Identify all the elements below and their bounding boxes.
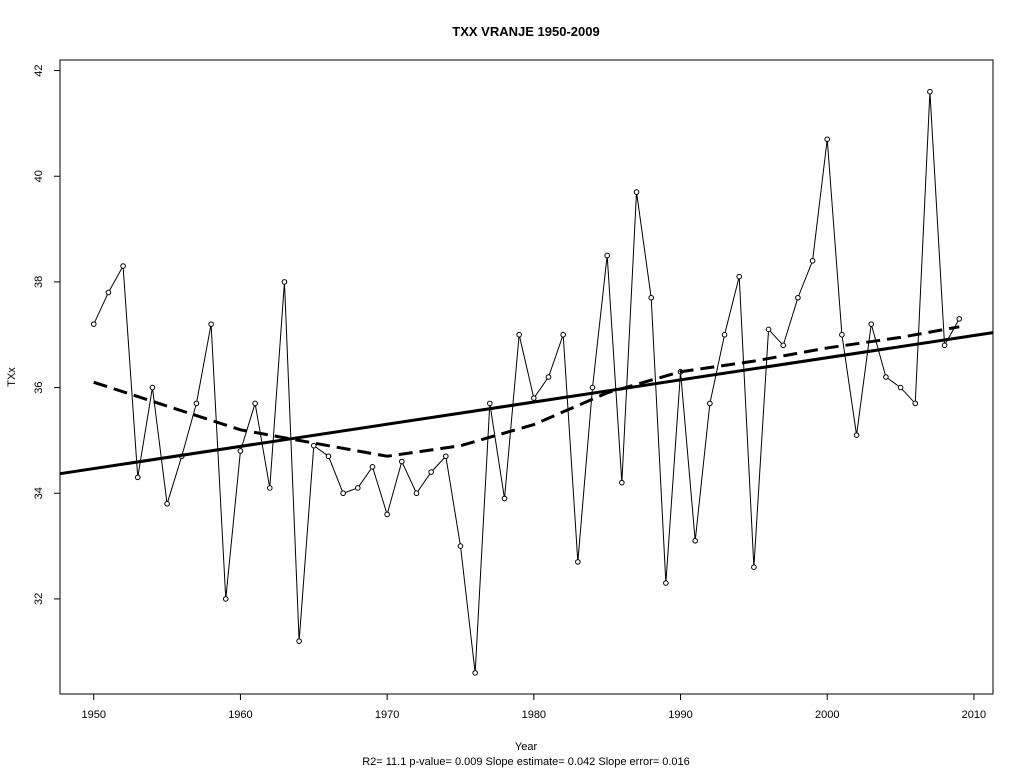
data-point: [663, 580, 669, 586]
data-point: [516, 331, 522, 338]
data-point: [956, 316, 963, 322]
data-point: [193, 400, 200, 407]
data-point: [428, 469, 434, 475]
data-point: [721, 331, 728, 338]
data-point: [310, 442, 317, 449]
data-point: [853, 432, 860, 438]
x-tick-label: 2000: [815, 709, 839, 721]
data-point: [413, 490, 420, 497]
data-point: [296, 638, 302, 644]
data-point: [692, 537, 699, 544]
chart-title: TXX VRANJE 1950-2009: [452, 24, 599, 39]
x-tick-label: 2010: [962, 709, 986, 721]
x-tick-label: 1950: [81, 709, 105, 721]
y-tick-label: 34: [33, 487, 45, 499]
data-point: [252, 400, 258, 407]
trend-line: [59, 331, 994, 476]
data-point: [604, 252, 610, 259]
data-point: [780, 342, 787, 349]
y-axis-title: TXx: [6, 367, 18, 387]
data-point: [354, 485, 361, 491]
x-tick-label: 1960: [228, 709, 252, 721]
data-point: [443, 453, 449, 460]
data-point: [736, 273, 743, 280]
y-tick-label: 40: [33, 170, 45, 182]
data-point: [883, 374, 889, 380]
data-point: [325, 453, 332, 460]
y-tick-label: 38: [33, 276, 45, 288]
x-axis-title: Year: [515, 741, 538, 753]
data-point: [545, 374, 552, 380]
data-point: [384, 511, 390, 518]
smoothed-curve: [93, 325, 960, 458]
data-point: [487, 400, 493, 407]
y-tick-label: 32: [33, 593, 45, 605]
data-point: [868, 321, 875, 327]
data-point: [134, 474, 141, 481]
data-point: [90, 321, 97, 327]
data-point: [222, 596, 229, 602]
x-tick-label: 1970: [375, 709, 399, 721]
stats-subtitle: R2= 11.1 p-value= 0.009 Slope estimate= …: [362, 756, 690, 768]
data-point: [809, 257, 816, 264]
data-point: [575, 559, 581, 565]
x-tick-label: 1980: [522, 709, 546, 721]
data-point: [839, 331, 845, 338]
data-point: [751, 564, 757, 571]
data-point: [560, 331, 566, 338]
data-point: [120, 263, 126, 269]
y-tick-label: 42: [33, 64, 45, 76]
x-axis: 1950 1960 1970 1980 1990 2000 2010: [81, 694, 986, 721]
data-point: [149, 384, 156, 391]
data-point: [281, 279, 288, 285]
data-point: [707, 400, 713, 407]
data-point: [164, 501, 170, 507]
observed-series-line: [93, 91, 960, 673]
data-point: [824, 136, 831, 143]
data-point: [237, 448, 244, 454]
data-point: [633, 189, 640, 195]
data-point: [266, 485, 273, 491]
data-point: [897, 384, 904, 391]
data-point: [399, 458, 405, 465]
data-point: [765, 326, 772, 333]
data-point: [457, 543, 464, 549]
data-point: [912, 400, 919, 407]
y-axis: 32 34 36 38 40 42: [33, 64, 60, 605]
data-point: [795, 294, 801, 301]
data-point: [472, 670, 478, 676]
data-point: [589, 384, 596, 391]
data-point: [369, 464, 376, 470]
plot-frame: [59, 59, 994, 695]
data-point: [501, 495, 508, 502]
x-tick-label: 1990: [668, 709, 692, 721]
data-point: [648, 294, 654, 301]
data-point: [208, 321, 214, 327]
data-point: [531, 395, 537, 401]
data-point: [105, 289, 112, 296]
y-tick-label: 36: [33, 381, 45, 393]
data-point: [340, 490, 346, 497]
data-point: [619, 479, 625, 486]
data-point: [927, 88, 933, 95]
series-layer: [59, 88, 994, 676]
data-point: [941, 342, 948, 349]
